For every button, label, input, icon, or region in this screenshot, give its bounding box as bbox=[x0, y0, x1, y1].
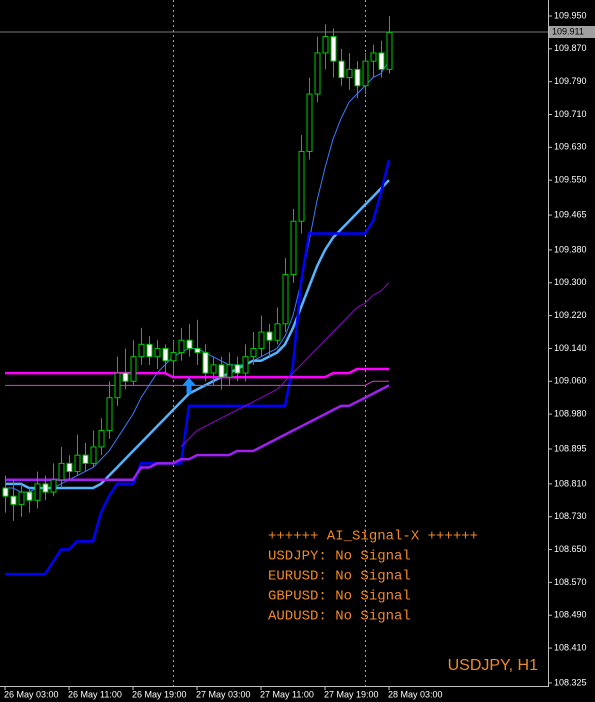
candle-body bbox=[106, 397, 113, 432]
candle-body bbox=[290, 220, 297, 276]
indicator-line bbox=[5, 159, 391, 576]
candle-body bbox=[362, 60, 369, 87]
candle-body bbox=[98, 430, 105, 448]
y-tick-label: 109.950 bbox=[554, 10, 587, 20]
candle-body bbox=[250, 347, 257, 358]
candle-body bbox=[26, 491, 33, 501]
candle-body bbox=[338, 60, 345, 79]
candle-body bbox=[10, 495, 17, 505]
y-tick-label: 109.710 bbox=[554, 109, 587, 119]
candle-body bbox=[378, 52, 385, 70]
y-tick-label: 109.060 bbox=[554, 376, 587, 386]
candle-body bbox=[58, 462, 65, 481]
x-tick-label: 26 May 19:00 bbox=[132, 689, 187, 699]
indicator-line bbox=[180, 282, 390, 448]
y-tick-label: 108.895 bbox=[554, 443, 587, 453]
signal-line: AUDUSD: No Signal bbox=[268, 609, 411, 625]
candle-body bbox=[298, 150, 305, 222]
y-tick-label: 109.870 bbox=[554, 43, 587, 53]
candle-body bbox=[162, 347, 169, 362]
candle-body bbox=[74, 454, 81, 473]
candle-body bbox=[82, 454, 89, 464]
y-tick-label: 108.810 bbox=[554, 478, 587, 488]
candle-body bbox=[210, 364, 217, 374]
candle-body bbox=[258, 331, 265, 349]
x-tick-label: 27 May 19:00 bbox=[324, 689, 379, 699]
y-tick-label: 109.550 bbox=[554, 175, 587, 185]
candle-body bbox=[186, 339, 193, 349]
signal-line: GBPUSD: No Signal bbox=[268, 589, 411, 605]
y-tick-label: 108.730 bbox=[554, 511, 587, 521]
symbol-label: USDJPY, H1 bbox=[448, 657, 539, 674]
candle-body bbox=[122, 372, 129, 382]
candle-body bbox=[282, 274, 289, 325]
y-tick-label: 109.630 bbox=[554, 142, 587, 152]
candle-body bbox=[194, 347, 201, 354]
candle-body bbox=[170, 352, 177, 362]
x-tick-label: 27 May 11:00 bbox=[260, 689, 314, 699]
candle-body bbox=[90, 446, 97, 464]
signal-line: USDJPY: No Signal bbox=[268, 549, 411, 565]
y-tick-label: 109.220 bbox=[554, 310, 587, 320]
candle-body bbox=[322, 36, 329, 54]
candle-body bbox=[266, 331, 273, 341]
candle-body bbox=[354, 68, 361, 87]
candle-body bbox=[154, 347, 161, 358]
y-tick-label: 108.325 bbox=[554, 677, 587, 687]
candle-body bbox=[2, 487, 9, 497]
candle-body bbox=[34, 483, 41, 501]
candle-body bbox=[234, 364, 241, 374]
y-tick-label: 108.490 bbox=[554, 610, 587, 620]
candle-body bbox=[274, 323, 281, 341]
candle-body bbox=[242, 356, 249, 374]
candle-body bbox=[218, 364, 225, 378]
buy-arrow bbox=[182, 377, 196, 394]
x-tick-label: 27 May 03:00 bbox=[196, 689, 251, 699]
y-tick-label: 109.380 bbox=[554, 244, 587, 254]
indicator-line bbox=[5, 367, 389, 379]
candle-body bbox=[330, 36, 337, 62]
indicator-line bbox=[5, 179, 390, 490]
candle-body bbox=[50, 479, 57, 493]
signal-line: EURUSD: No Signal bbox=[268, 569, 411, 585]
candle-body bbox=[386, 31, 393, 70]
candle-body bbox=[18, 491, 25, 505]
x-tick-label: 26 May 11:00 bbox=[68, 689, 122, 699]
y-tick-label: 109.790 bbox=[554, 76, 587, 86]
current-price-label: 109.911 bbox=[552, 26, 584, 36]
candle-body bbox=[306, 93, 313, 152]
y-tick-label: 109.300 bbox=[554, 277, 587, 287]
candle-body bbox=[138, 343, 145, 358]
y-tick-label: 109.465 bbox=[554, 209, 587, 219]
y-tick-label: 108.980 bbox=[554, 408, 587, 418]
y-tick-label: 108.570 bbox=[554, 577, 587, 587]
y-tick-label: 108.650 bbox=[554, 544, 587, 554]
candle-body bbox=[178, 339, 185, 354]
candle-body bbox=[114, 372, 121, 399]
y-tick-label: 108.410 bbox=[554, 642, 587, 652]
candle-body bbox=[226, 364, 233, 378]
candle-body bbox=[42, 483, 49, 493]
x-tick-label: 28 May 03:00 bbox=[388, 689, 443, 699]
candle-body bbox=[66, 462, 73, 473]
candle-body bbox=[346, 68, 353, 79]
x-tick-label: 26 May 03:00 bbox=[4, 689, 59, 699]
candle-body bbox=[370, 52, 377, 62]
candle-body bbox=[314, 52, 321, 95]
signal-title: ++++++ AI_Signal-X ++++++ bbox=[268, 529, 478, 545]
indicator-line bbox=[5, 380, 389, 386]
candle-body bbox=[146, 343, 153, 358]
candle-body bbox=[130, 356, 137, 382]
current-price-box bbox=[549, 26, 595, 39]
y-tick-label: 109.140 bbox=[554, 343, 587, 353]
candle-body bbox=[202, 352, 209, 374]
